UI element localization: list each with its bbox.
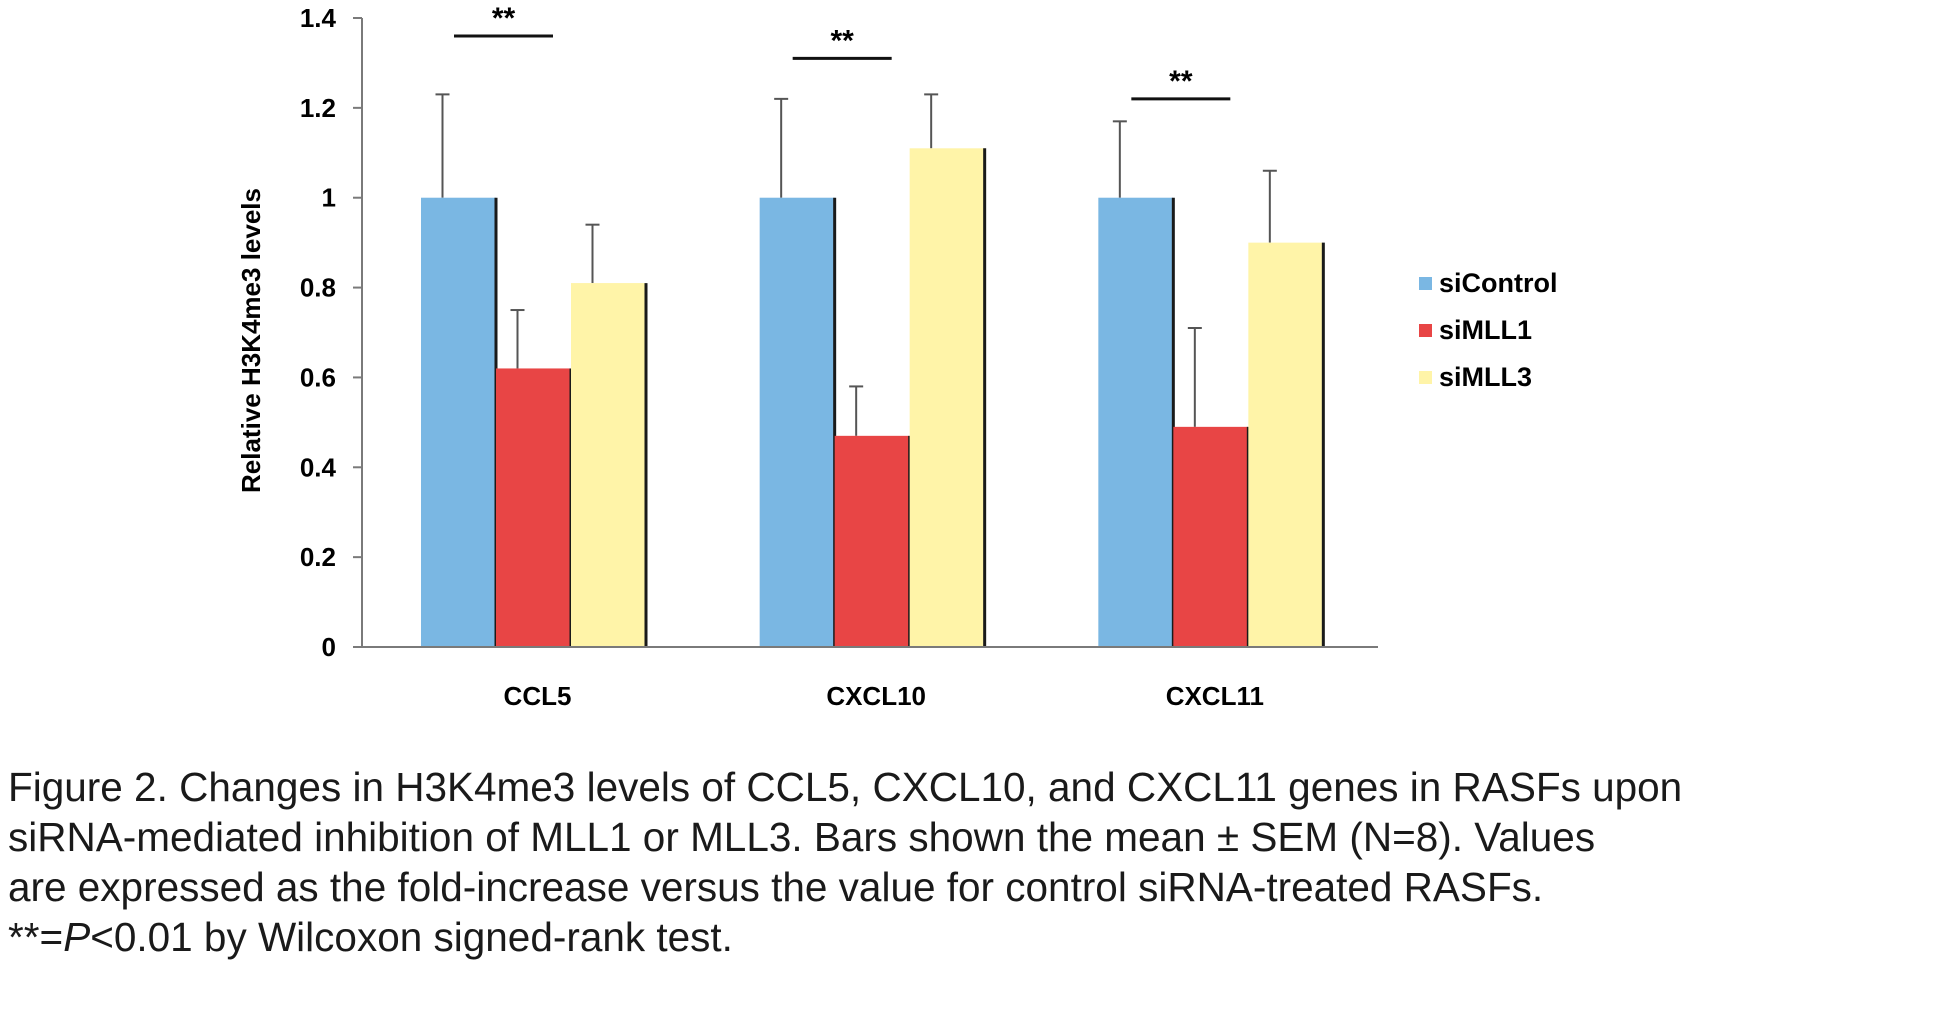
plot-area: 0 0.2 0.4 0.6 0.8 1 1.2 1.4 Relative H3K4me3 lev… <box>236 2 1378 711</box>
y-tick-label: 1 <box>322 183 336 213</box>
y-tick-label: 0.6 <box>300 362 336 392</box>
x-tick-label: CXCL10 <box>826 681 926 711</box>
bar-siMLL3-CXCL11 <box>1248 242 1324 647</box>
significance-marker: ** <box>1169 65 1193 98</box>
bar-siMLL3-CCL5 <box>571 283 646 647</box>
bar-siMLL1-CCL5 <box>496 368 571 647</box>
significance-marker: ** <box>830 24 854 57</box>
bar-siMLL1-CXCL11 <box>1173 426 1249 647</box>
legend-label-siMLL3: siMLL3 <box>1439 362 1532 392</box>
legend-swatch-siControl <box>1419 277 1432 290</box>
y-axis-title: Relative H3K4me3 levels <box>236 188 266 493</box>
y-tick-label: 0.2 <box>300 542 336 572</box>
y-tick-label: 0.8 <box>300 273 336 303</box>
caption-p-symbol: P <box>63 914 91 960</box>
significance-marker: ** <box>492 2 516 35</box>
bar-siControl-CCL5 <box>421 197 496 647</box>
bar-chart: 0 0.2 0.4 0.6 0.8 1 1.2 1.4 Relative H3K4me3 lev… <box>236 2 1558 711</box>
y-tick-label: 0.4 <box>300 452 337 482</box>
legend: siControl siMLL1 siMLL3 <box>1419 268 1558 392</box>
bar-siMLL3-CXCL10 <box>909 148 985 648</box>
y-tick-label: 1.4 <box>300 3 337 33</box>
caption-line-4: **=P<0.01 by Wilcoxon signed-rank test. <box>8 912 1943 962</box>
bar-siControl-CXCL11 <box>1098 197 1174 647</box>
legend-label-siMLL1: siMLL1 <box>1439 315 1532 345</box>
legend-label-siControl: siControl <box>1439 268 1558 298</box>
legend-swatch-siMLL3 <box>1419 371 1432 384</box>
figure-caption: Figure 2. Changes in H3K4me3 levels of C… <box>8 762 1943 962</box>
bar-siMLL1-CXCL10 <box>834 435 910 647</box>
y-tick-label: 1.2 <box>300 93 336 123</box>
y-tick-label: 0 <box>322 632 336 662</box>
caption-line-3: are expressed as the fold-increase versu… <box>8 864 1544 910</box>
bar-siControl-CXCL10 <box>759 197 835 647</box>
caption-line-2: siRNA-mediated inhibition of MLL1 or MLL… <box>8 814 1596 860</box>
caption-line-1: Figure 2. Changes in H3K4me3 levels of C… <box>8 764 1683 810</box>
caption-line-4-rest: <0.01 by Wilcoxon signed-rank test. <box>90 914 733 960</box>
x-tick-label: CCL5 <box>504 681 572 711</box>
legend-swatch-siMLL1 <box>1419 324 1432 337</box>
x-tick-label: CXCL11 <box>1166 681 1264 711</box>
caption-line-4-prefix: **= <box>8 914 64 960</box>
